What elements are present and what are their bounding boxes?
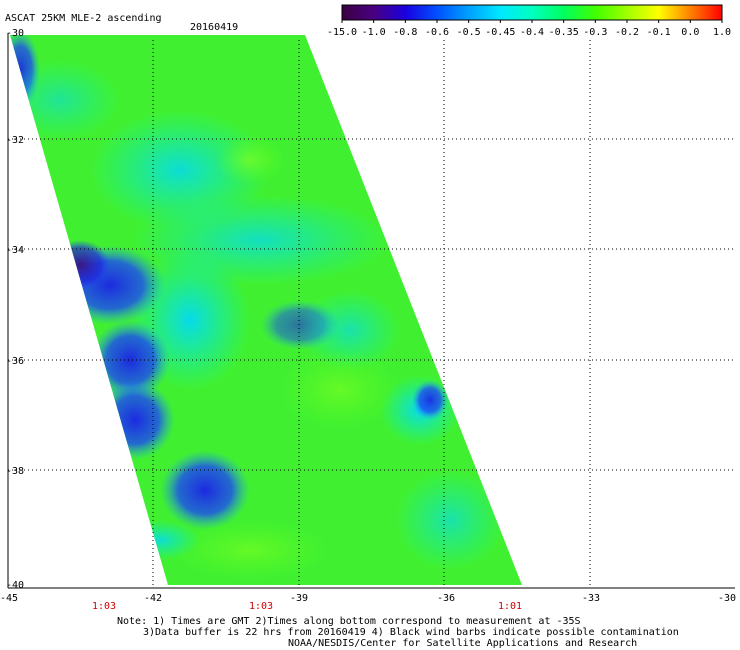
colorbar-label: -0.2 (615, 27, 639, 38)
lat-tick-label: -32 (6, 135, 24, 146)
lat-tick-label: -38 (6, 466, 24, 477)
latitude-labels: -30 -32 -34 -36 -38 -40 (6, 28, 24, 591)
lon-tick-label: -39 (290, 593, 308, 604)
time-label: 1:03 (249, 601, 273, 612)
longitude-labels: -45 -42 -39 -36 -33 -30 (0, 593, 736, 604)
colorbar-ramp (341, 4, 723, 21)
lon-tick-label: -33 (582, 593, 600, 604)
lat-tick-label: -36 (6, 356, 24, 367)
colorbar-label: -0.35 (549, 27, 579, 38)
lat-tick-label: -30 (6, 28, 24, 39)
colorbar-labels: -15.0 -1.0 -0.8 -0.6 -0.5 -0.45 -0.4 -0.… (327, 27, 731, 38)
colorbar-label: -15.0 (327, 27, 357, 38)
date-label: 20160419 (190, 22, 238, 33)
time-label: 1:01 (498, 601, 522, 612)
swath-layer (10, 35, 522, 585)
colorbar-label: 1.0 (713, 27, 731, 38)
note-line-2: 3)Data buffer is 22 hrs from 20160419 4)… (143, 627, 679, 638)
time-labels: 1:03 1:03 1:01 (92, 601, 522, 612)
colorbar-label: -0.1 (647, 27, 671, 38)
lon-tick-label: -42 (144, 593, 162, 604)
colorbar-label: 0.0 (681, 27, 699, 38)
colorbar-label: -1.0 (362, 27, 386, 38)
colorbar-label: -0.45 (485, 27, 515, 38)
colorbar-label: -0.6 (425, 27, 449, 38)
note-line-3: NOAA/NESDIS/Center for Satellite Applica… (288, 638, 637, 649)
lat-tick-label: -34 (6, 245, 24, 256)
lon-tick-label: -30 (718, 593, 736, 604)
colorbar-label: -0.3 (583, 27, 607, 38)
swath-data (10, 35, 522, 585)
colorbar (341, 4, 723, 23)
colorbar-label: -0.5 (457, 27, 481, 38)
product-title: ASCAT 25KM MLE-2 ascending (5, 13, 162, 24)
graticule (8, 40, 735, 588)
lat-tick-label: -40 (6, 580, 24, 591)
lon-tick-label: -45 (0, 593, 18, 604)
colorbar-label: -0.8 (393, 27, 417, 38)
lon-tick-label: -36 (437, 593, 455, 604)
axes-frame (7, 33, 735, 589)
colorbar-label: -0.4 (520, 27, 544, 38)
time-label: 1:03 (92, 601, 116, 612)
footnotes: Note: 1) Times are GMT 2)Times along bot… (117, 616, 679, 649)
note-line-1: Note: 1) Times are GMT 2)Times along bot… (117, 616, 581, 627)
